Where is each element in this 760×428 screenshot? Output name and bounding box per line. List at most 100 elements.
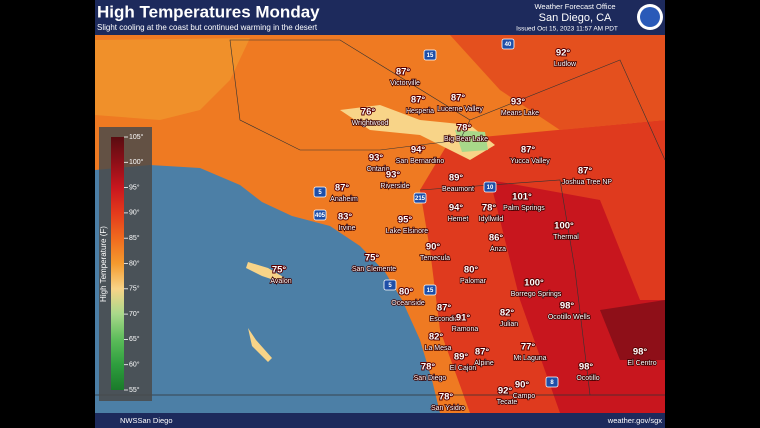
subtitle: Slight cooling at the coast but continue… <box>97 23 318 32</box>
legend-tick-label: 95° <box>129 183 140 191</box>
city-temp: 89° <box>454 352 469 363</box>
city-temp: 93° <box>511 97 526 108</box>
social: NWSSan Diego <box>120 416 173 425</box>
city-name: Ramona <box>452 326 479 333</box>
highway-label: 405 <box>315 213 326 219</box>
city-name: San Diego <box>414 375 447 382</box>
city-temp: 100° <box>554 221 574 232</box>
legend-tick-label: 60° <box>129 361 140 369</box>
city-name: Ontario <box>367 166 390 173</box>
legend-tick-label: 65° <box>129 335 140 343</box>
city-temp: 86° <box>489 233 504 244</box>
highway-label: 5 <box>388 283 392 289</box>
legend-box <box>99 127 152 401</box>
highway-shield <box>423 49 437 61</box>
highway-shield <box>313 186 327 198</box>
city-name: Escondido <box>430 316 463 323</box>
city-name: El Centro <box>627 360 656 367</box>
city-name: Riverside <box>380 183 409 190</box>
legend-bar <box>111 137 124 390</box>
highway-shield <box>413 192 427 204</box>
city-temp: 93° <box>386 170 401 181</box>
land-shade <box>95 38 250 120</box>
highway-label: 40 <box>505 42 512 48</box>
highway-shield <box>423 284 437 296</box>
city-temp: 83° <box>338 212 353 223</box>
highway-shield <box>383 279 397 291</box>
legend-tick-label: 75° <box>129 285 140 293</box>
city-temp: 90° <box>426 242 441 253</box>
city-name: Oceanside <box>391 300 425 307</box>
city-temp: 89° <box>449 173 464 184</box>
highway-shield <box>313 209 327 221</box>
mountain-cool <box>455 130 488 152</box>
header-bar <box>95 0 665 35</box>
city-name: Temecula <box>420 255 450 262</box>
city-name: Ocotillo Wells <box>548 314 591 321</box>
city-temp: 78° <box>439 392 454 403</box>
city-name: Hesperia <box>406 108 434 115</box>
city-name: San Bernardino <box>396 158 445 165</box>
city-name: Julian <box>500 321 518 328</box>
city-temp: 98° <box>633 347 648 358</box>
city-name: Avalon <box>270 278 291 285</box>
city-name: Alpine <box>474 360 494 367</box>
city-temp: 77° <box>521 342 536 353</box>
highway-shield <box>501 38 515 50</box>
city-temp: 87° <box>411 95 426 106</box>
city-temp: 92° <box>498 386 513 397</box>
city-temp: 78° <box>457 123 472 134</box>
city-name: Borrego Springs <box>511 291 562 298</box>
city-name: Irvine <box>338 225 355 232</box>
legend-title: High Temperature (F) <box>99 226 108 302</box>
city-temp: 87° <box>521 145 536 156</box>
city-name: Palm Springs <box>503 205 545 212</box>
san-clemente-island <box>248 328 272 362</box>
legend-tick-label: 70° <box>129 310 140 318</box>
city-temp: 94° <box>449 203 464 214</box>
office: Weather Forecast Office <box>534 2 615 11</box>
city-temp: 95° <box>398 215 413 226</box>
city-temp: 76° <box>361 107 376 118</box>
city-name: Anaheim <box>330 196 358 203</box>
city-name: Wrightwood <box>352 120 389 127</box>
city-temp: 87° <box>451 93 466 104</box>
city-temp: 91° <box>456 313 471 324</box>
city-name: La Mesa <box>425 345 452 352</box>
city-temp: 94° <box>411 145 426 156</box>
highway-label: 5 <box>318 190 322 196</box>
city-temp: 75° <box>365 253 380 264</box>
city-temp: 93° <box>369 153 384 164</box>
legend-tick-label: 105° <box>129 133 144 141</box>
ocean <box>95 165 440 413</box>
issued: Issued Oct 15, 2023 11:57 AM PDT <box>516 26 618 33</box>
city-temp: 78° <box>482 203 497 214</box>
mountains <box>340 105 495 160</box>
city-name: El Cajon <box>450 365 477 372</box>
city-name: Campo <box>513 393 536 400</box>
city-temp: 101° <box>512 192 532 203</box>
valley-hottest <box>600 300 665 360</box>
city-temp: 87° <box>437 303 452 314</box>
city-name: Means Lake <box>501 110 539 117</box>
highway-label: 215 <box>415 196 426 202</box>
title: High Temperatures Monday <box>97 2 320 21</box>
city-name: Big Bear Lake <box>444 136 488 143</box>
legend-tick-label: 90° <box>129 209 140 217</box>
highway-label: 15 <box>427 53 434 59</box>
city-name: Ocotillo <box>576 375 599 382</box>
highway-label: 8 <box>550 380 554 386</box>
city-temp: 78° <box>421 362 436 373</box>
city-name: Lake Elsinore <box>386 228 429 235</box>
city-temp: 92° <box>556 48 571 59</box>
city-temp: 87° <box>578 166 593 177</box>
city-temp: 87° <box>396 67 411 78</box>
city-name: Tecate <box>497 399 518 406</box>
city-name: Palomar <box>460 278 487 285</box>
city-name: Victorville <box>390 80 420 87</box>
city-name: San Clemente <box>352 266 396 273</box>
city-name: Ludlow <box>554 61 577 68</box>
city-name: Idyllwild <box>479 216 504 223</box>
